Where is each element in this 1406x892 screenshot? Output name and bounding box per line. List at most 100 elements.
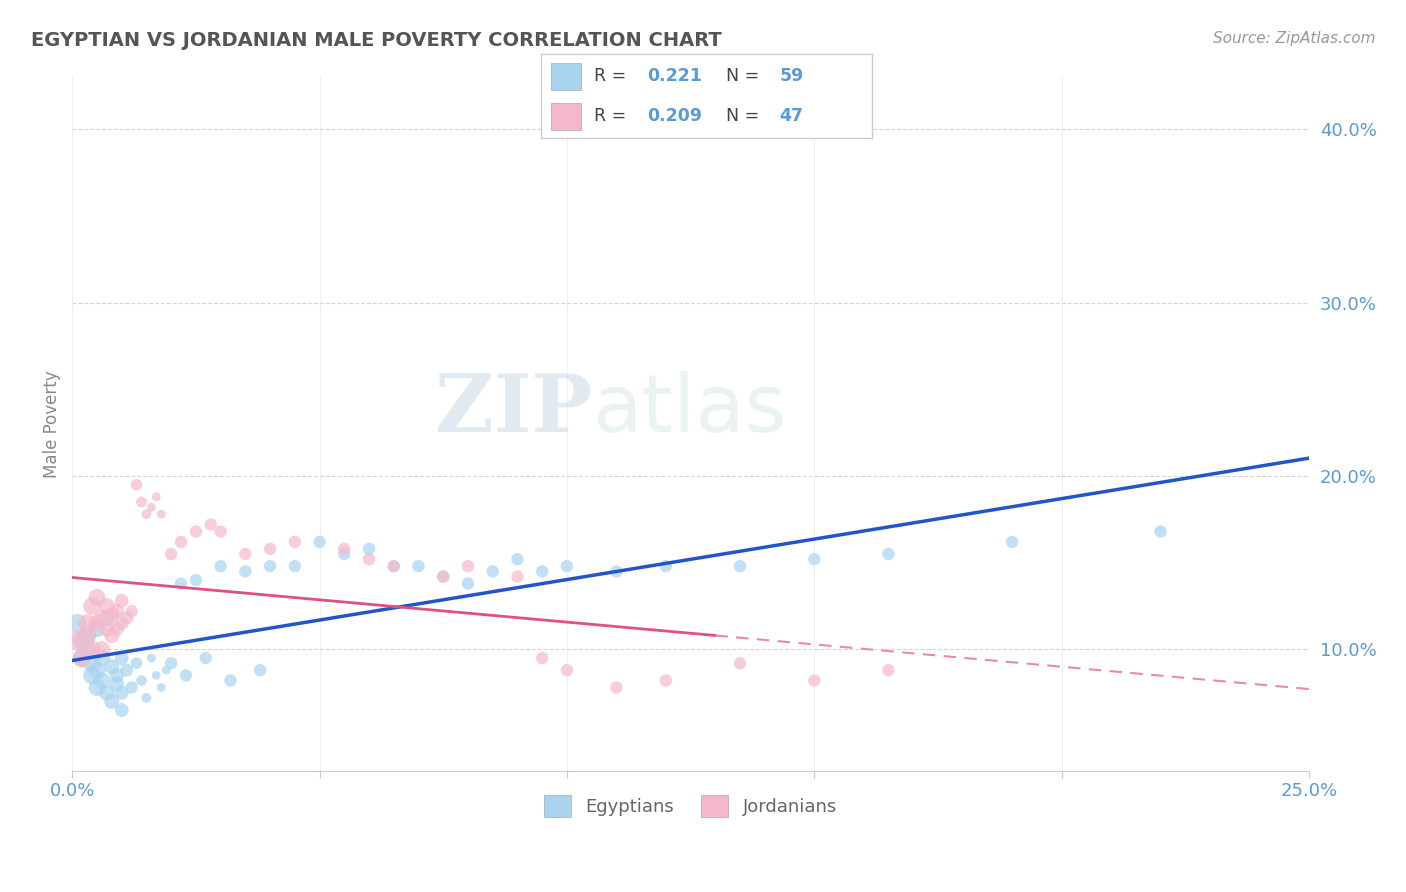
Point	[115, 611, 138, 625]
Point	[531, 565, 554, 579]
Point	[259, 559, 281, 574]
Point	[80, 642, 103, 657]
Point	[105, 622, 128, 636]
Text: 0.221: 0.221	[647, 68, 702, 86]
Point	[655, 673, 678, 688]
Point	[111, 616, 134, 631]
Point	[96, 686, 118, 700]
Text: atlas: atlas	[592, 371, 786, 450]
Point	[111, 594, 134, 608]
Point	[877, 663, 900, 677]
Point	[131, 673, 153, 688]
Text: 0.209: 0.209	[647, 107, 702, 125]
Point	[86, 622, 108, 636]
Point	[357, 541, 380, 556]
Point	[160, 547, 183, 561]
Legend: Egyptians, Jordanians: Egyptians, Jordanians	[537, 788, 845, 824]
Point	[86, 681, 108, 695]
Point	[76, 642, 98, 657]
Point	[111, 651, 134, 665]
Point	[115, 663, 138, 677]
Point	[481, 565, 503, 579]
Point	[101, 659, 124, 673]
Point	[76, 616, 98, 631]
Point	[1001, 535, 1024, 549]
Point	[150, 681, 173, 695]
Point	[101, 628, 124, 642]
Point	[66, 633, 89, 648]
Point	[96, 622, 118, 636]
Point	[90, 642, 112, 657]
Point	[200, 517, 222, 532]
Point	[506, 552, 529, 566]
Point	[111, 686, 134, 700]
Point	[105, 668, 128, 682]
Point	[408, 559, 430, 574]
Point	[803, 673, 825, 688]
Point	[382, 559, 405, 574]
Point	[141, 500, 163, 515]
Point	[555, 559, 578, 574]
Point	[728, 559, 751, 574]
Point	[235, 565, 257, 579]
Point	[308, 535, 330, 549]
Point	[174, 668, 197, 682]
Point	[135, 507, 157, 521]
Point	[249, 663, 271, 677]
Point	[145, 490, 167, 504]
Point	[141, 651, 163, 665]
Point	[531, 651, 554, 665]
Point	[194, 651, 217, 665]
Point	[655, 559, 678, 574]
Point	[284, 559, 307, 574]
Point	[605, 681, 627, 695]
Point	[66, 616, 89, 631]
Point	[111, 703, 134, 717]
Point	[90, 611, 112, 625]
Point	[90, 651, 112, 665]
Point	[803, 552, 825, 566]
Point	[357, 552, 380, 566]
Point	[76, 628, 98, 642]
Point	[96, 611, 118, 625]
Point	[105, 604, 128, 618]
Point	[90, 673, 112, 688]
Point	[506, 569, 529, 583]
Point	[728, 657, 751, 671]
Point	[1149, 524, 1171, 539]
Point	[184, 524, 207, 539]
Point	[101, 607, 124, 622]
Text: EGYPTIAN VS JORDANIAN MALE POVERTY CORRELATION CHART: EGYPTIAN VS JORDANIAN MALE POVERTY CORRE…	[31, 31, 721, 50]
Point	[457, 576, 479, 591]
Point	[125, 477, 148, 491]
Point	[121, 604, 143, 618]
Point	[605, 565, 627, 579]
Point	[170, 576, 193, 591]
Point	[131, 495, 153, 509]
Point	[333, 541, 356, 556]
Point	[86, 591, 108, 605]
Point	[150, 507, 173, 521]
Point	[259, 541, 281, 556]
Point	[555, 663, 578, 677]
Point	[80, 657, 103, 671]
Point	[145, 668, 167, 682]
Point	[155, 663, 177, 677]
Point	[219, 673, 242, 688]
Point	[235, 547, 257, 561]
Point	[105, 677, 128, 691]
Point	[382, 559, 405, 574]
Point	[125, 657, 148, 671]
Y-axis label: Male Poverty: Male Poverty	[44, 370, 60, 478]
Point	[70, 651, 93, 665]
Text: N =: N =	[727, 107, 759, 125]
Point	[209, 524, 232, 539]
Text: R =: R =	[595, 107, 627, 125]
Point	[877, 547, 900, 561]
Point	[209, 559, 232, 574]
Point	[170, 535, 193, 549]
Point	[76, 628, 98, 642]
Point	[184, 573, 207, 587]
Text: N =: N =	[727, 68, 759, 86]
Point	[432, 569, 454, 583]
